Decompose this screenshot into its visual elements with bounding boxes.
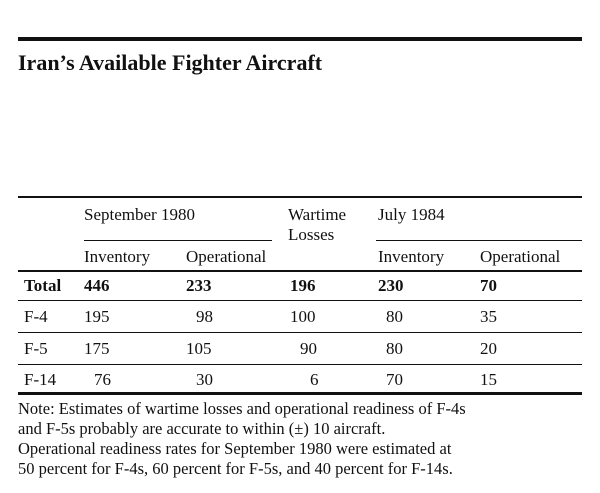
header-sep-1980: September 1980 [84,205,195,224]
row-divider [18,300,582,301]
cell-sep-inventory: 446 [84,276,110,295]
cell-sep-operational: 98 [196,307,213,326]
row-divider [18,332,582,333]
cell-wartime-losses: 196 [290,276,316,295]
cell-wartime-losses: 6 [310,370,319,389]
table-note: Note: Estimates of wartime losses and op… [18,399,588,479]
cell-jul-inventory: 80 [386,307,403,326]
header-jul-operational: Operational [480,247,561,266]
cell-jul-operational: 70 [480,276,497,295]
note-line: 50 percent for F-4s, 60 percent for F-5s… [18,459,453,478]
header-top-rule [18,196,582,198]
cell-sep-inventory: 195 [84,307,110,326]
row-label: F-4 [24,307,48,326]
header-wartime-losses-line1: Wartime [288,205,347,224]
top-rule [18,37,582,41]
cell-sep-operational: 105 [186,339,212,358]
row-divider [18,364,582,365]
header-jul-1984: July 1984 [378,205,445,224]
cell-sep-inventory: 76 [94,370,111,389]
cell-jul-inventory: 80 [386,339,403,358]
cell-jul-operational: 15 [480,370,497,389]
cell-wartime-losses: 100 [290,307,316,326]
cell-sep-inventory: 175 [84,339,110,358]
row-label: Total [24,276,62,295]
sep-1980-underline [84,240,272,241]
cell-sep-operational: 30 [196,370,213,389]
note-line: Operational readiness rates for Septembe… [18,439,452,458]
table-bottom-rule [18,392,582,395]
jul-1984-underline [376,240,582,241]
cell-jul-inventory: 70 [386,370,403,389]
header-bottom-rule [18,270,582,272]
header-jul-inventory: Inventory [378,247,445,266]
cell-jul-operational: 35 [480,307,497,326]
table-title: Iran’s Available Fighter Aircraft [18,50,323,75]
cell-wartime-losses: 90 [300,339,317,358]
cell-sep-operational: 233 [186,276,212,295]
note-line: Note: Estimates of wartime losses and op… [18,399,466,418]
header-sep-operational: Operational [186,247,267,266]
cell-jul-operational: 20 [480,339,497,358]
note-line: and F-5s probably are accurate to within… [18,419,386,438]
header-sep-inventory: Inventory [84,247,151,266]
row-label: F-14 [24,370,57,389]
row-label: F-5 [24,339,48,358]
header-wartime-losses-line2: Losses [288,225,335,244]
cell-jul-inventory: 230 [378,276,404,295]
